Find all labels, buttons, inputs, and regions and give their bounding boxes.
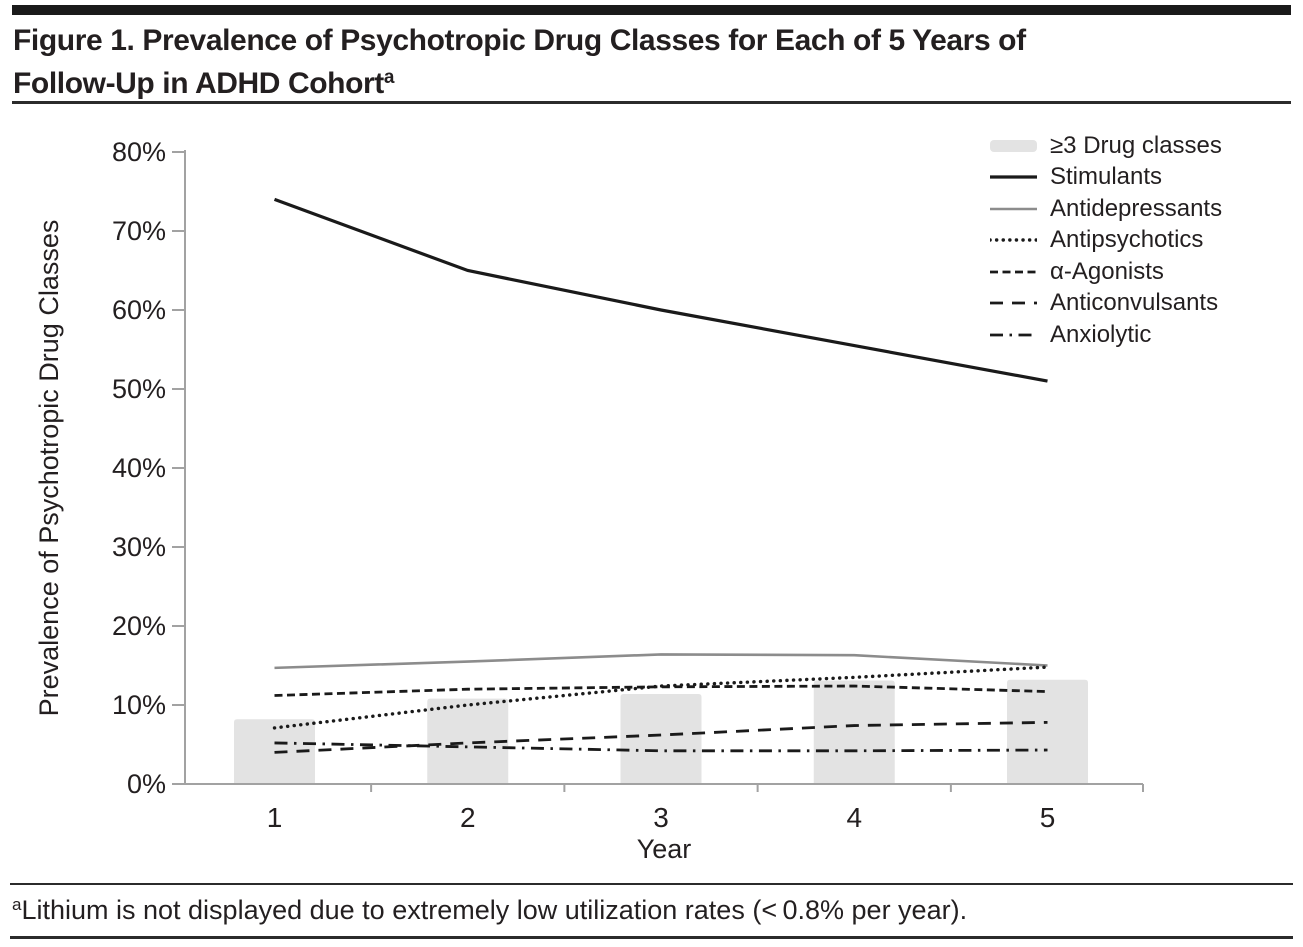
- legend-item-agonists: α-Agonists: [990, 256, 1222, 288]
- y-axis-tick-label: 0%: [127, 769, 166, 799]
- footnote-rule-bottom: [10, 936, 1293, 939]
- legend-item-label: α-Agonists: [1050, 257, 1164, 285]
- x-axis-tick-label: 4: [846, 802, 862, 833]
- figure-title: Figure 1. Prevalence of Psychotropic Dru…: [13, 22, 1291, 102]
- series-line-antidepressants: [274, 653, 1048, 670]
- legend-item-label: Antipsychotics: [1050, 226, 1204, 254]
- y-axis-tick-label: 30%: [112, 532, 166, 562]
- legend-sample-anticonvulsants-line: [990, 301, 1037, 305]
- x-axis-tick-label: 3: [653, 802, 669, 833]
- figure-title-line2: Follow-Up in ADHD Cohort: [13, 67, 384, 100]
- y-axis-tick-label: 60%: [112, 295, 166, 325]
- bar-3-drug-classes-year-4: [813, 680, 895, 784]
- y-axis-title: Prevalence of Psychotropic Drug Classes: [34, 220, 64, 717]
- legend-item-label: Stimulants: [1050, 163, 1163, 191]
- y-axis-tick-label: 20%: [112, 611, 166, 641]
- legend-sample-3-drug-classes-swatch: [990, 139, 1037, 152]
- series-line-anticonvulsants: [274, 720, 1048, 754]
- x-axis-title: Year: [637, 834, 692, 864]
- legend-item-antidepressants: Antidepressants: [990, 193, 1222, 225]
- legend-sample-agonists-line: [990, 270, 1037, 274]
- legend-sample-stimulants-line: [990, 175, 1037, 179]
- title-divider-rule: [12, 101, 1291, 104]
- legend-item-label: Anticonvulsants: [1050, 289, 1219, 317]
- series-line-stimulants: [273, 197, 1048, 383]
- legend-item-anticonvulsants: Anticonvulsants: [990, 288, 1222, 320]
- legend-item-3-drug-classes: ≥3 Drug classes: [990, 130, 1222, 162]
- legend-item-antipsychotics: Antipsychotics: [990, 225, 1222, 257]
- footnote-rule-top: [10, 883, 1293, 885]
- series-line-agonists: [274, 684, 1048, 697]
- figure-title-line1: Figure 1. Prevalence of Psychotropic Dru…: [13, 24, 1026, 57]
- footnote-text: Lithium is not displayed due to extremel…: [21, 895, 968, 925]
- y-axis-tick-label: 40%: [112, 453, 166, 483]
- legend-item-stimulants: Stimulants: [990, 162, 1222, 194]
- footnote-superscript: a: [12, 895, 22, 914]
- y-axis-tick-label: 50%: [112, 374, 166, 404]
- series-line-antipsychotics: [272, 665, 1050, 730]
- top-rule: [12, 5, 1291, 15]
- y-axis-tick-label: 70%: [112, 216, 166, 246]
- legend-item-label: ≥3 Drug classes: [1050, 131, 1222, 159]
- legend-sample-anxiolytic-line: [990, 333, 1037, 337]
- legend-sample-antidepressants-line: [990, 207, 1037, 211]
- bar-3-drug-classes-year-5: [1007, 679, 1088, 784]
- chart-legend: ≥3 Drug classes Stimulants Antidepressants…: [990, 130, 1222, 351]
- y-axis-tick-label: 80%: [112, 137, 166, 167]
- y-axis-tick-label: 10%: [112, 690, 166, 720]
- footnote: aLithium is not displayed due to extreme…: [12, 895, 1292, 926]
- bar-3-drug-classes-year-3: [620, 693, 702, 784]
- x-axis-tick-label: 2: [460, 802, 476, 833]
- x-axis-tick-label: 1: [267, 802, 283, 833]
- figure-title-superscript: a: [383, 67, 395, 88]
- legend-item-anxiolytic: Anxiolytic: [990, 319, 1222, 351]
- x-axis-tick-label: 5: [1040, 802, 1056, 833]
- legend-item-label: Anxiolytic: [1050, 320, 1152, 348]
- legend-sample-antipsychotics-line: [990, 238, 1037, 242]
- legend-item-label: Antidepressants: [1050, 194, 1223, 222]
- bar-3-drug-classes-year-2: [427, 698, 509, 784]
